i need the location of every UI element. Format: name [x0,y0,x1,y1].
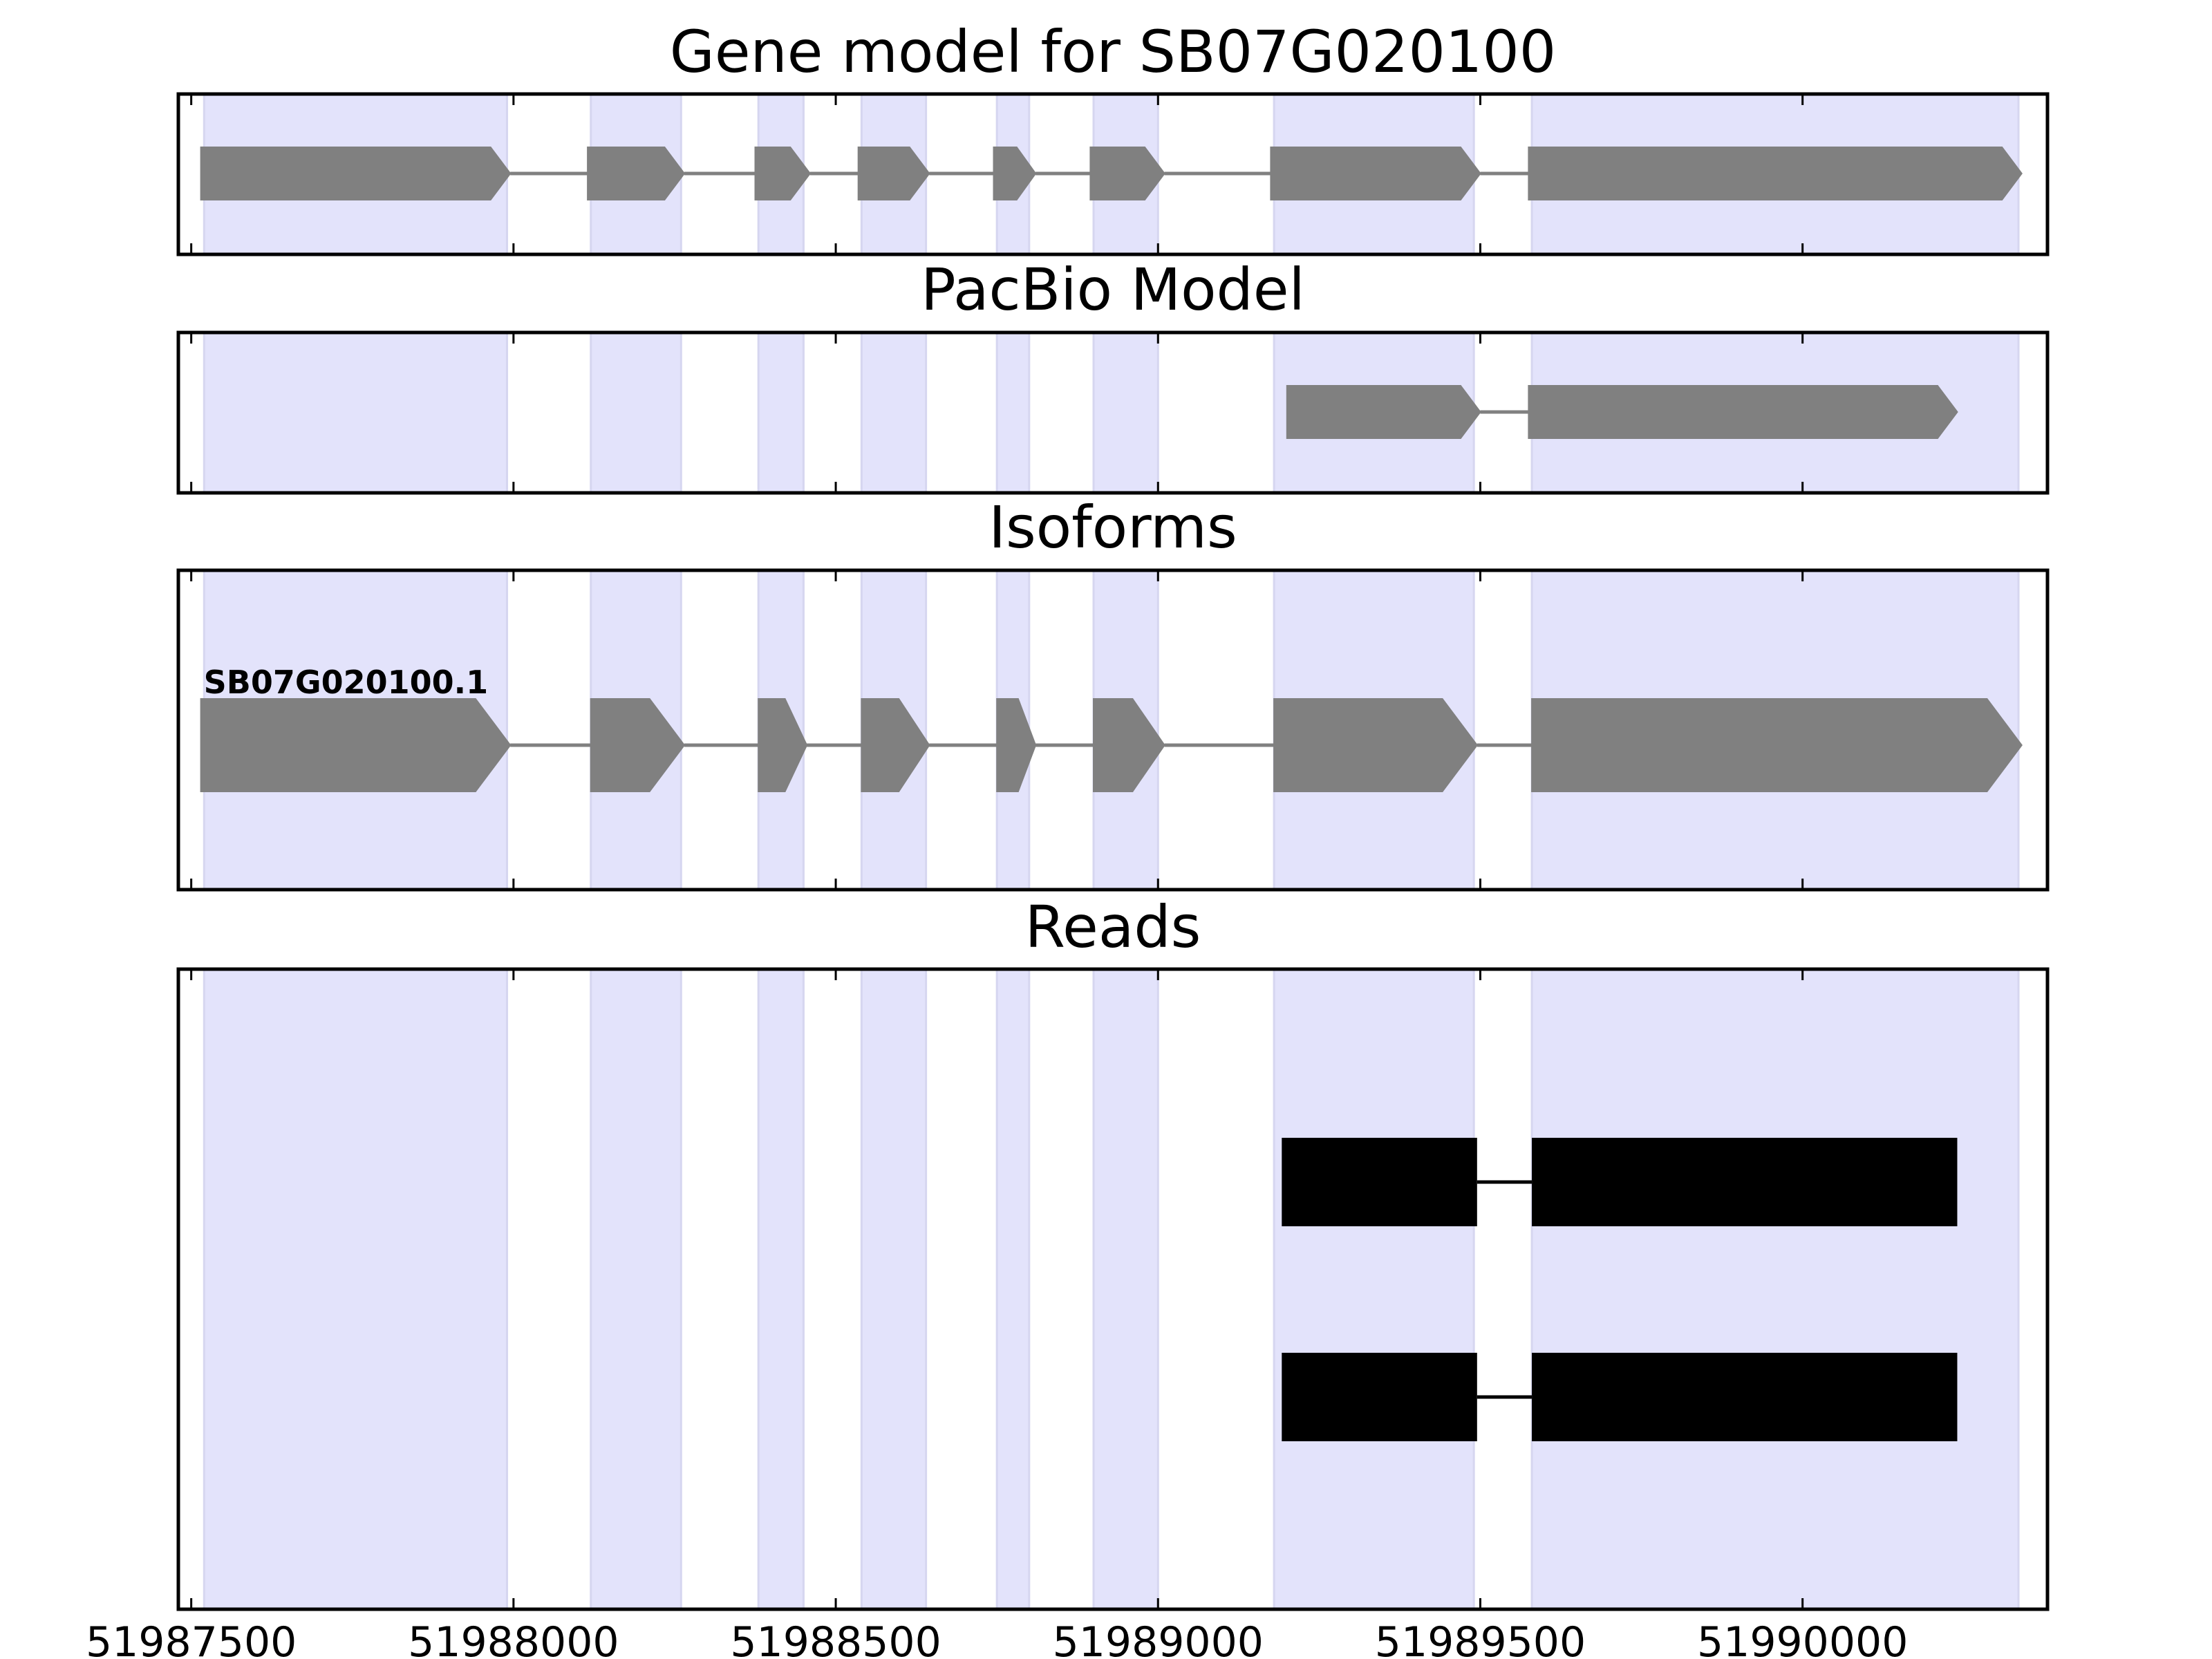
exon-region-shade [1092,331,1159,494]
gene-feature [1286,385,1958,439]
exon-region-shade [995,331,1031,494]
exon-block [1273,698,1479,792]
panel-3: SB07G020100.1 Isoforms [176,494,2050,892]
gene-feature [200,147,2023,200]
exon-block [993,147,1037,200]
exon-region-shade [590,331,682,494]
exon-block [1093,698,1165,792]
x-tick-label: 51987500 [86,1618,297,1659]
exon-block [1270,147,1481,200]
exon-region-shade [757,968,805,1611]
panel-title: PacBio Model [921,256,1305,324]
exon-block [1528,147,2023,200]
exon-block [1089,147,1165,200]
exon-block [1528,385,1958,439]
panel-2: PacBio Model [176,256,2050,495]
exon-block [1286,385,1481,439]
exon-block [754,147,812,200]
x-tick-label: 51989000 [1053,1618,1264,1659]
exon-block [590,698,686,792]
exon-region-shade [203,331,509,494]
exon-block [200,147,512,200]
panel-title: Isoforms [988,494,1237,561]
x-tick-label: 51988500 [730,1618,941,1659]
x-tick-label: 51990000 [1697,1618,1908,1659]
panel-frame [176,92,2050,256]
exon-region-shade [860,968,928,1611]
gene-feature: SB07G020100.1 [200,664,2023,792]
exon-region-shade [995,968,1031,1611]
panel-frame [176,568,2050,892]
panel-title: Reads [1025,893,1201,961]
isoform-label: SB07G020100.1 [204,664,488,701]
panel-1: Gene model for SB07G020100 [176,18,2050,256]
read-block [1532,1353,1958,1441]
x-tick-label: 51989500 [1375,1618,1586,1659]
exon-region-shade [1092,968,1159,1611]
exon-region-shade [860,331,928,494]
read-block [1532,1138,1958,1226]
exon-block [1531,698,2023,792]
exon-region-shade [1273,968,1475,1611]
x-axis: 51987500 51988000 51988500 51989000 51989500… [86,1618,1908,1659]
exon-block [861,698,930,792]
exon-block [996,698,1037,792]
exon-region-shade [203,968,509,1611]
exon-region-shade [1530,968,2020,1611]
exon-block [857,147,930,200]
panel-4: Reads [176,893,2050,1611]
read-block [1282,1353,1477,1441]
exon-region-shade [757,331,805,494]
exon-block [200,698,512,792]
panel-frame [176,330,2050,495]
x-tick-label: 51988000 [408,1618,619,1659]
exon-block [758,698,808,792]
panel-title: Gene model for SB07G020100 [670,18,1556,86]
exon-region-shade [590,968,682,1611]
read-feature [1282,1353,1958,1441]
panels-layer: Gene model for SB07G020100 PacBio Model SB… [176,18,2050,1611]
panel-frame [176,967,2050,1611]
read-feature [1282,1138,1958,1226]
exon-block [587,147,686,200]
read-block [1282,1138,1477,1226]
